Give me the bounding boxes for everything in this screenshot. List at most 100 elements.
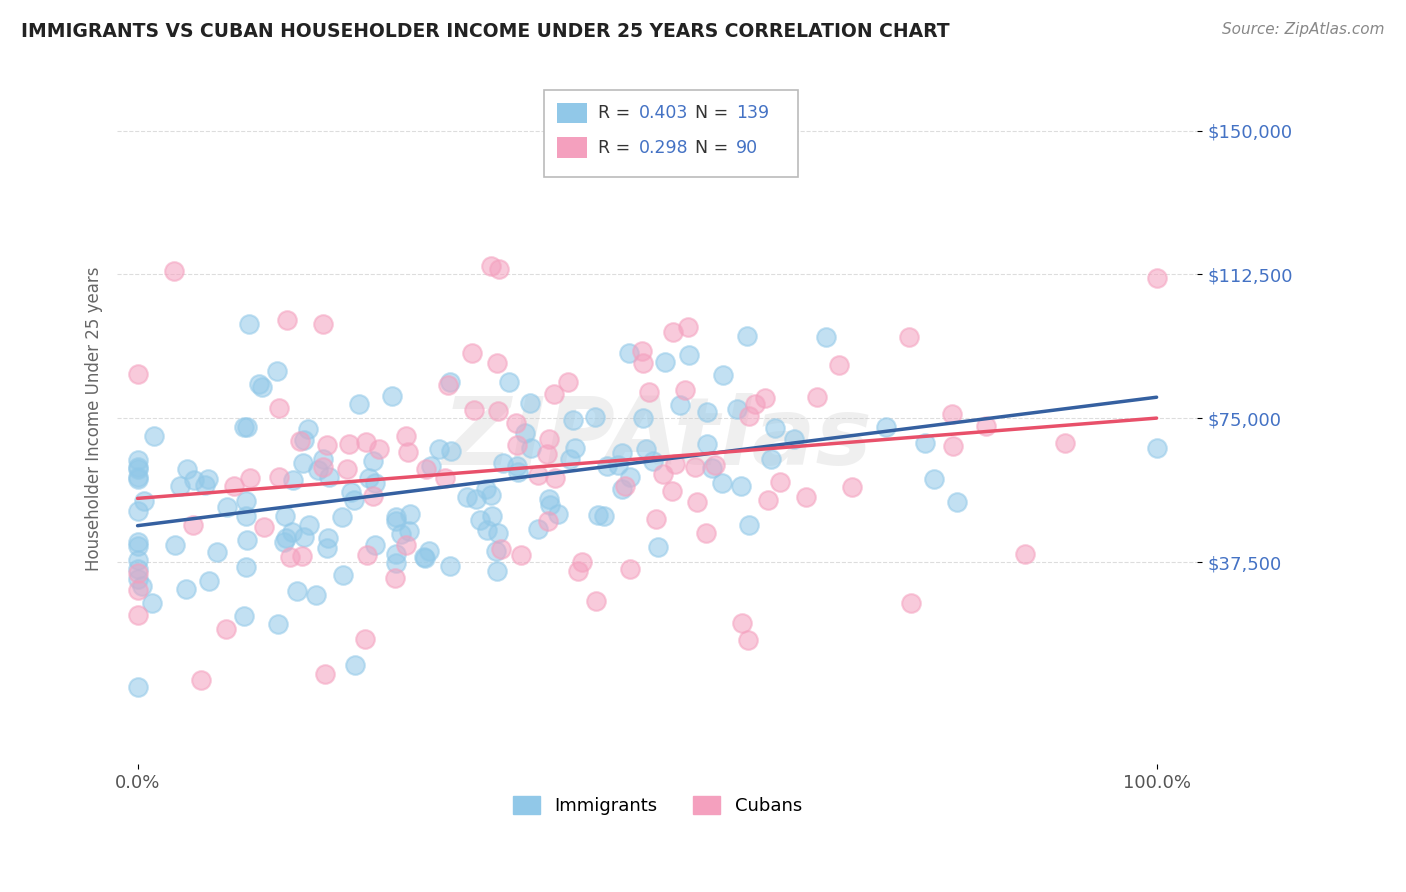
Point [232,420,254,434]
Point [505,417,527,431]
Point [492,456,515,470]
Point [841,480,863,494]
Point [612,482,634,496]
Point [127,572,149,586]
Point [506,438,529,452]
Point [127,562,149,576]
Point [463,402,485,417]
Point [794,490,817,504]
Point [1014,548,1036,562]
Point [763,420,786,434]
Point [520,441,543,455]
Point [127,453,149,467]
Point [274,508,297,523]
Point [505,459,527,474]
Point [343,492,366,507]
Point [976,419,998,434]
Point [673,383,696,397]
Point [236,533,259,547]
Text: R =: R = [598,104,636,122]
Point [235,493,257,508]
Point [477,524,499,538]
Point [266,364,288,378]
Point [617,346,640,360]
Point [754,391,776,405]
Point [131,579,153,593]
Point [875,420,897,434]
Point [233,609,256,624]
Point [127,582,149,597]
Point [312,451,335,466]
Point [1146,271,1168,285]
Point [291,549,314,563]
Point [744,397,766,411]
Point [291,457,314,471]
Point [353,632,375,647]
FancyBboxPatch shape [557,103,588,123]
Point [361,454,384,468]
Point [347,396,370,410]
Point [475,482,498,496]
Point [606,458,628,472]
Point [433,471,456,485]
Point [711,368,734,382]
Point [336,461,359,475]
Point [127,553,149,567]
Point [181,518,204,533]
Point [311,317,333,331]
Y-axis label: Householder Income Under 25 years: Householder Income Under 25 years [86,266,103,571]
Text: 0.298: 0.298 [638,138,689,157]
Point [190,673,212,687]
Point [339,484,361,499]
Point [571,555,593,569]
Point [676,320,699,334]
Point [538,499,561,513]
Point [738,409,761,423]
Point [479,259,502,273]
Point [703,458,725,472]
Point [394,538,416,552]
Point [311,459,333,474]
Point [696,405,718,419]
Point [165,538,187,552]
Point [696,437,718,451]
Point [281,525,304,540]
Point [127,368,149,382]
Point [567,564,589,578]
Point [730,479,752,493]
Point [197,574,219,589]
Point [330,509,353,524]
Point [914,436,936,450]
Point [900,596,922,610]
Point [560,451,582,466]
Point [898,330,921,344]
Point [385,547,408,561]
Point [304,588,326,602]
Point [163,264,186,278]
Point [661,483,683,498]
Point [276,312,298,326]
Point [127,540,149,554]
Point [359,470,381,484]
Point [630,343,652,358]
Point [235,420,257,434]
Point [481,509,503,524]
Point [619,561,641,575]
Point [465,491,488,506]
Point [176,462,198,476]
Text: N =: N = [695,138,734,157]
Point [247,377,270,392]
Point [527,522,550,536]
Point [307,463,329,477]
Point [631,410,654,425]
Point [583,410,606,425]
Point [127,566,149,580]
Point [485,544,508,558]
Point [654,354,676,368]
Point [343,657,366,672]
Point [418,544,440,558]
Point [946,495,969,509]
Point [332,568,354,582]
Point [537,432,560,446]
Point [562,413,585,427]
